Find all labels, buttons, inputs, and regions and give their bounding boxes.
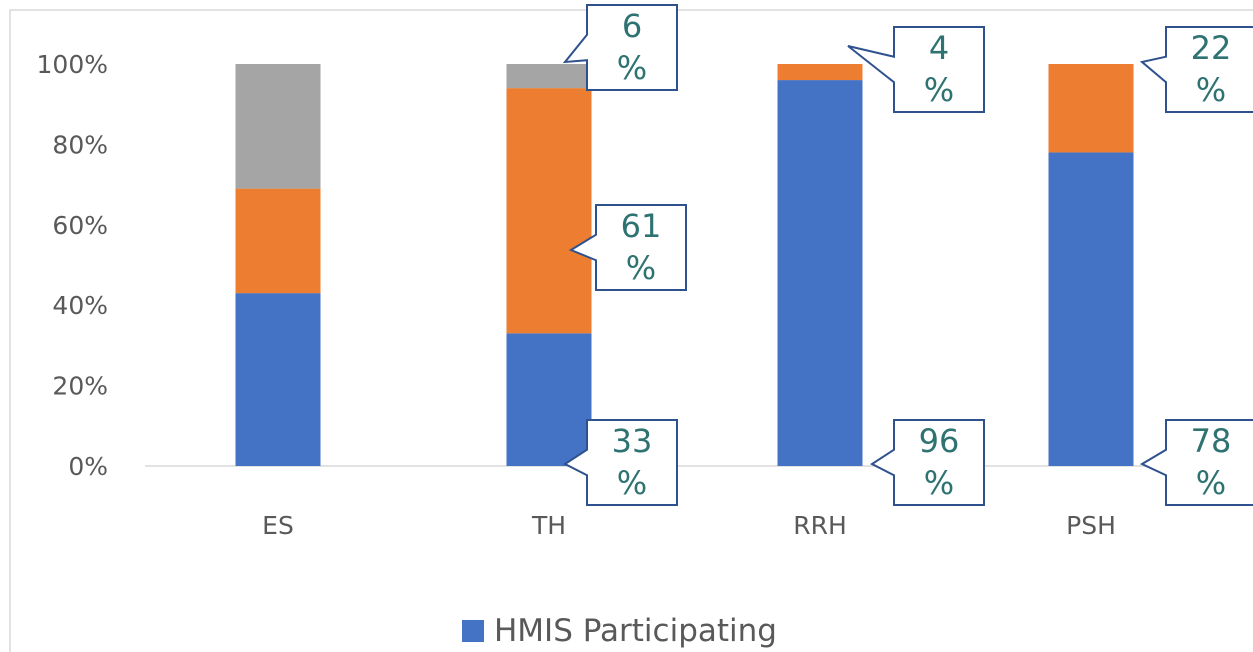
data-label-unit: % <box>1196 464 1226 502</box>
x-category-label: RRH <box>793 511 847 540</box>
y-tick-label: 100% <box>37 50 108 79</box>
y-tick-label: 40% <box>52 291 108 320</box>
category-labels: ES TH RRH PSH <box>262 511 1116 540</box>
data-label-unit: % <box>617 464 647 502</box>
callout-box <box>562 4 678 91</box>
bar-segment-es-2 <box>235 64 321 189</box>
bar-segment-es-1 <box>235 188 321 294</box>
callout-box <box>568 204 687 291</box>
x-category-label: TH <box>531 511 566 540</box>
data-label-th-0: 33% <box>563 419 678 506</box>
data-label-value: 22 <box>1191 29 1232 67</box>
data-label-value: 4 <box>929 29 949 67</box>
bar-segment-th-0 <box>506 333 592 466</box>
legend-label-hmis: HMIS Participating <box>494 613 777 649</box>
data-label-value: 61 <box>621 207 662 245</box>
data-label-psh-0: 78% <box>1139 419 1253 506</box>
y-tick-label: 0% <box>68 452 108 481</box>
data-label-rrh-1: 4% <box>847 26 985 113</box>
y-tick-label: 20% <box>52 372 108 401</box>
legend-swatch-hmis <box>462 620 484 642</box>
data-label-rrh-0: 96% <box>870 419 985 506</box>
data-label-unit: % <box>924 464 954 502</box>
data-label-unit: % <box>617 49 647 87</box>
data-label-th-1: 61% <box>568 204 687 291</box>
callout-box <box>563 419 678 506</box>
x-category-label: PSH <box>1066 511 1116 540</box>
bar-segment-psh-0 <box>1048 152 1134 466</box>
x-category-label: ES <box>262 511 294 540</box>
bar-segment-th-1 <box>506 88 592 334</box>
callout-box <box>1139 26 1253 113</box>
bar-segment-es-0 <box>235 293 321 466</box>
y-axis-ticks: 0% 20% 40% 60% 80% 100% <box>37 50 108 481</box>
data-label-psh-1: 22% <box>1139 26 1253 113</box>
data-label-th-2: 6% <box>562 4 678 91</box>
data-label-unit: % <box>626 249 656 287</box>
y-tick-label: 80% <box>52 130 108 159</box>
data-label-callouts: 6%61%33%4%96%22%78% <box>562 4 1253 506</box>
data-label-value: 96 <box>919 422 960 460</box>
bar-segment-rrh-0 <box>777 80 863 466</box>
legend: HMIS Participating <box>462 613 777 649</box>
data-label-unit: % <box>924 71 954 109</box>
bar-segment-psh-1 <box>1048 64 1134 153</box>
data-label-value: 78 <box>1191 422 1232 460</box>
data-label-value: 33 <box>612 422 653 460</box>
y-tick-label: 60% <box>52 211 108 240</box>
callout-box <box>1139 419 1253 506</box>
callout-box <box>847 26 985 113</box>
bar-segment-rrh-1 <box>777 64 863 81</box>
bars-group <box>235 64 1134 466</box>
data-label-value: 6 <box>622 7 642 45</box>
callout-box <box>870 419 985 506</box>
bar-segment-th-2 <box>506 64 592 89</box>
data-label-unit: % <box>1196 71 1226 109</box>
